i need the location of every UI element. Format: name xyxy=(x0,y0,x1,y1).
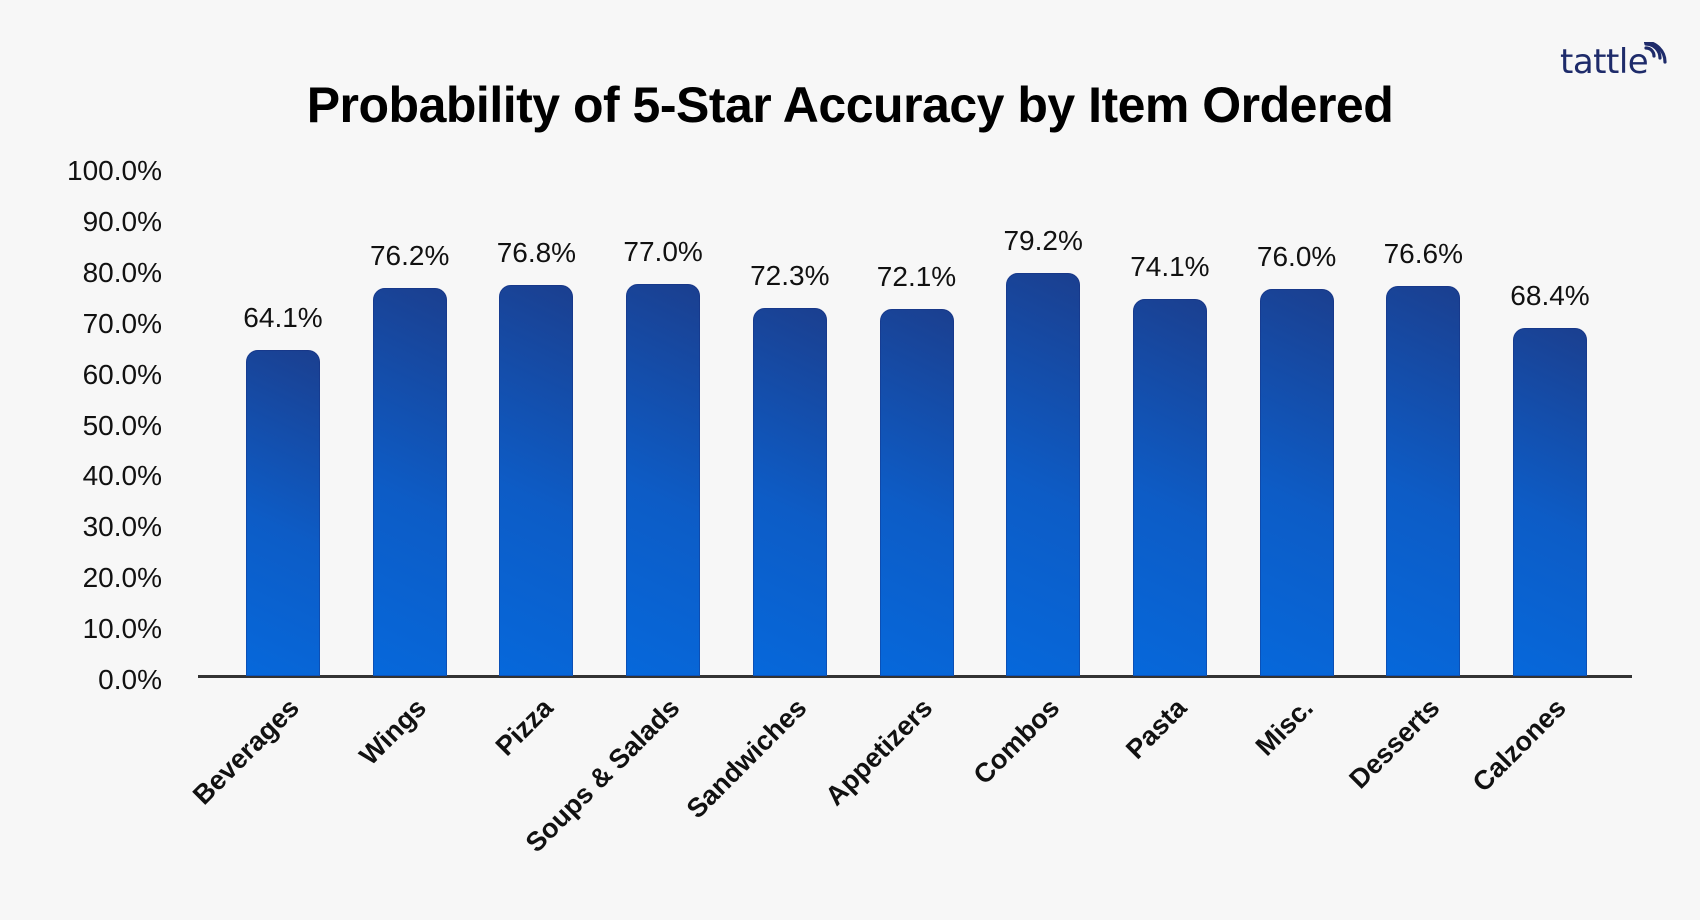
bar xyxy=(1386,286,1461,676)
brand-logo: tattle xyxy=(1560,40,1668,84)
y-tick-label: 70.0% xyxy=(82,307,162,339)
bar xyxy=(626,284,701,676)
y-tick-label: 10.0% xyxy=(82,613,162,645)
bar xyxy=(1132,298,1207,676)
y-tick-label: 0.0% xyxy=(98,664,162,695)
chart-title: Probability of 5-Star Accuracy by Item O… xyxy=(306,77,1394,133)
y-tick-label: 20.0% xyxy=(82,562,162,594)
x-tick-label: Calzones xyxy=(1467,692,1573,798)
bar xyxy=(246,349,320,676)
x-tick-label: Wings xyxy=(353,692,432,771)
bar xyxy=(499,285,574,676)
bar-value-label: 79.2% xyxy=(1003,224,1083,256)
x-tick-label: Pasta xyxy=(1119,692,1193,765)
bar-value-label: 77.0% xyxy=(623,236,703,268)
bar xyxy=(1513,327,1587,676)
bar-value-label: 76.0% xyxy=(1256,241,1337,273)
y-tick-label: 50.0% xyxy=(82,409,162,441)
x-axis-line xyxy=(198,675,1632,678)
x-tick-label: Sandwiches xyxy=(680,692,813,825)
x-tick-label: Combos xyxy=(967,692,1066,791)
x-tick-label: Pizza xyxy=(489,692,559,762)
bar-value-label: 72.1% xyxy=(876,261,957,292)
y-tick-label: 80.0% xyxy=(82,256,162,288)
bar-value-label: 74.1% xyxy=(1130,250,1210,282)
bar xyxy=(752,307,827,676)
x-tick-label: Misc. xyxy=(1249,692,1319,762)
bar xyxy=(1006,272,1081,676)
y-tick-label: 100.0% xyxy=(67,155,162,186)
x-tick-label: Desserts xyxy=(1343,692,1446,795)
x-tick-label: Beverages xyxy=(187,692,306,811)
logo-text: tattle xyxy=(1560,42,1649,82)
y-tick-label: 30.0% xyxy=(82,511,162,543)
y-tick-label: 90.0% xyxy=(82,205,162,237)
bar-value-label: 68.4% xyxy=(1510,279,1590,311)
signal-waves-icon xyxy=(1644,42,1667,64)
bar-value-label: 76.8% xyxy=(496,237,577,269)
bar-value-label: 76.6% xyxy=(1383,238,1463,270)
y-tick-label: 40.0% xyxy=(82,460,162,492)
x-tick-label: Appetizers xyxy=(819,692,939,812)
bar-value-label: 64.1% xyxy=(243,301,323,333)
bar xyxy=(1259,289,1334,676)
bar xyxy=(372,288,447,676)
bar xyxy=(879,309,954,676)
y-tick-label: 60.0% xyxy=(82,358,162,390)
bar-value-label: 76.2% xyxy=(369,240,450,272)
bar-value-label: 72.3% xyxy=(750,259,830,291)
